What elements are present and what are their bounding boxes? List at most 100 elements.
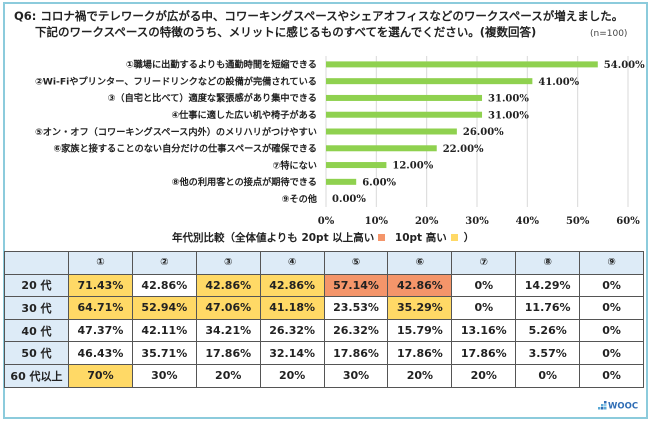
table-cell: 0% xyxy=(451,273,517,298)
value-label: 26.00% xyxy=(463,127,504,138)
x-tick-label: 60% xyxy=(616,216,640,227)
table-cell: 42.86% xyxy=(195,273,261,298)
bar xyxy=(326,162,387,169)
table-cell: 13.16% xyxy=(451,318,517,343)
column-header: ② xyxy=(131,251,197,275)
value-label: 41.00% xyxy=(538,77,579,88)
column-header: ① xyxy=(68,251,133,275)
category-label: ⑦特にない xyxy=(272,159,317,171)
table-cell: 5.26% xyxy=(515,318,581,343)
table-cell: 17.86% xyxy=(195,341,261,365)
bar xyxy=(326,111,483,118)
table-corner-cell xyxy=(4,251,69,275)
column-header: ③ xyxy=(195,251,261,275)
row-header: 20 代 xyxy=(4,273,69,298)
bar xyxy=(326,128,457,135)
row-header: 30 代 xyxy=(4,296,69,320)
column-header: ⑨ xyxy=(579,251,645,275)
category-label: ⑨その他 xyxy=(282,193,318,205)
table-cell: 52.94% xyxy=(131,296,197,320)
row-header: 50 代 xyxy=(4,341,69,365)
question-line-1: Q6: コロナ禍でテレワークが広がる中、コワーキングスペースやシェアオフィスなど… xyxy=(14,9,624,23)
wooc-logo-icon: WOOC xyxy=(598,401,638,412)
column-header: ⑦ xyxy=(451,251,517,275)
value-label: 12.00% xyxy=(392,161,433,172)
table-cell: 42.86% xyxy=(259,273,325,298)
category-label: ②Wi-Fiやプリンター、フリードリンクなどの設備が完備されている xyxy=(35,75,317,87)
table-cell: 71.43% xyxy=(68,273,133,298)
table-cell: 42.86% xyxy=(131,273,197,298)
table-cell: 26.32% xyxy=(259,318,325,343)
table-cell: 0% xyxy=(515,363,581,388)
x-tick-label: 20% xyxy=(415,216,439,227)
table-cell: 0% xyxy=(451,296,517,320)
legend-suffix: ） xyxy=(463,232,475,244)
value-label: 31.00% xyxy=(488,94,529,105)
table-cell: 46.43% xyxy=(68,341,133,365)
table-cell: 47.06% xyxy=(195,296,261,320)
table-row: 30 代 64.71% 52.94% 47.06% 41.18% 23.53% 35.29%… xyxy=(4,296,645,320)
bars xyxy=(326,61,598,185)
table-cell: 41.18% xyxy=(259,296,325,320)
value-labels: 54.00% 41.00% 31.00% 31.00% 26.00% 22.00% 12.0… xyxy=(332,60,645,205)
table-cell: 17.86% xyxy=(387,341,453,365)
bar xyxy=(326,94,483,101)
x-tick-label: 40% xyxy=(516,216,540,227)
table-cell: 42.86% xyxy=(387,273,453,298)
table-row: 60 代以上 70% 30% 20% 20% 30% 20% 20% 0% 0% xyxy=(4,363,645,388)
category-label: ⑧他の利用客との接点が期待できる xyxy=(172,176,317,188)
legend-swatch-10pt xyxy=(450,234,458,241)
table-cell: 35.29% xyxy=(387,296,453,320)
legend-prefix: 年代別比較（全体値よりも 20pt 以上高い xyxy=(172,232,375,244)
table-cell: 34.21% xyxy=(195,318,261,343)
category-labels: ①職場に出勤するよりも通勤時間を短縮できる ②Wi-Fiやプリンター、フリードリン… xyxy=(35,59,318,205)
comparison-legend: 年代別比較（全体値よりも 20pt 以上高い 10pt 高い ） xyxy=(172,230,474,245)
value-label: 22.00% xyxy=(443,144,484,155)
value-label: 54.00% xyxy=(604,60,645,71)
table-cell: 47.37% xyxy=(68,318,133,343)
table-cell: 30% xyxy=(131,363,197,388)
table-cell: 0% xyxy=(579,273,645,298)
legend-mid: 10pt 高い xyxy=(394,232,447,244)
table-cell: 57.14% xyxy=(323,273,389,298)
table-cell: 35.71% xyxy=(131,341,197,365)
svg-text:WOOC: WOOC xyxy=(608,402,638,412)
table-cell: 15.79% xyxy=(387,318,453,343)
x-tick-label: 50% xyxy=(566,216,590,227)
table-cell: 32.14% xyxy=(259,341,325,365)
table-row: 20 代 71.43% 42.86% 42.86% 42.86% 57.14% 42.86%… xyxy=(4,273,645,298)
value-label: 6.00% xyxy=(362,177,396,188)
table-cell: 17.86% xyxy=(323,341,389,365)
table-cell: 0% xyxy=(579,318,645,343)
bar xyxy=(326,145,437,152)
table-cell: 11.76% xyxy=(515,296,581,320)
column-header: ⑧ xyxy=(515,251,581,275)
category-label: ⑤オン・オフ（コワーキングスペース内外）のメリハリがつけやすい xyxy=(35,126,317,138)
bar xyxy=(326,178,357,185)
table-cell: 0% xyxy=(579,341,645,365)
bar xyxy=(326,61,598,68)
row-header: 60 代以上 xyxy=(4,363,69,388)
category-label: ③（自宅と比べて）適度な緊張感があり集中できる xyxy=(108,92,317,104)
table-cell: 14.29% xyxy=(515,273,581,298)
x-tick-label: 30% xyxy=(465,216,489,227)
sample-size-label: (n=100) xyxy=(590,29,628,39)
value-label: 0.00% xyxy=(332,194,366,205)
category-label: ④仕事に適した広い机や椅子がある xyxy=(171,109,317,121)
row-header: 40 代 xyxy=(4,318,69,343)
table-cell: 20% xyxy=(259,363,325,388)
table-cell: 70% xyxy=(68,363,133,388)
table-cell: 20% xyxy=(451,363,517,388)
table-cell: 26.32% xyxy=(323,318,389,343)
category-label: ⑥家族と接することのない自分だけの仕事スペースが確保できる xyxy=(53,143,317,155)
table-cell: 0% xyxy=(579,363,645,388)
bar xyxy=(326,78,533,85)
column-header: ⑤ xyxy=(323,251,389,275)
table-cell: 17.86% xyxy=(451,341,517,365)
column-header: ④ xyxy=(259,251,325,275)
table-cell: 42.11% xyxy=(131,318,197,343)
table-cell: 0% xyxy=(579,296,645,320)
table-cell: 20% xyxy=(195,363,261,388)
